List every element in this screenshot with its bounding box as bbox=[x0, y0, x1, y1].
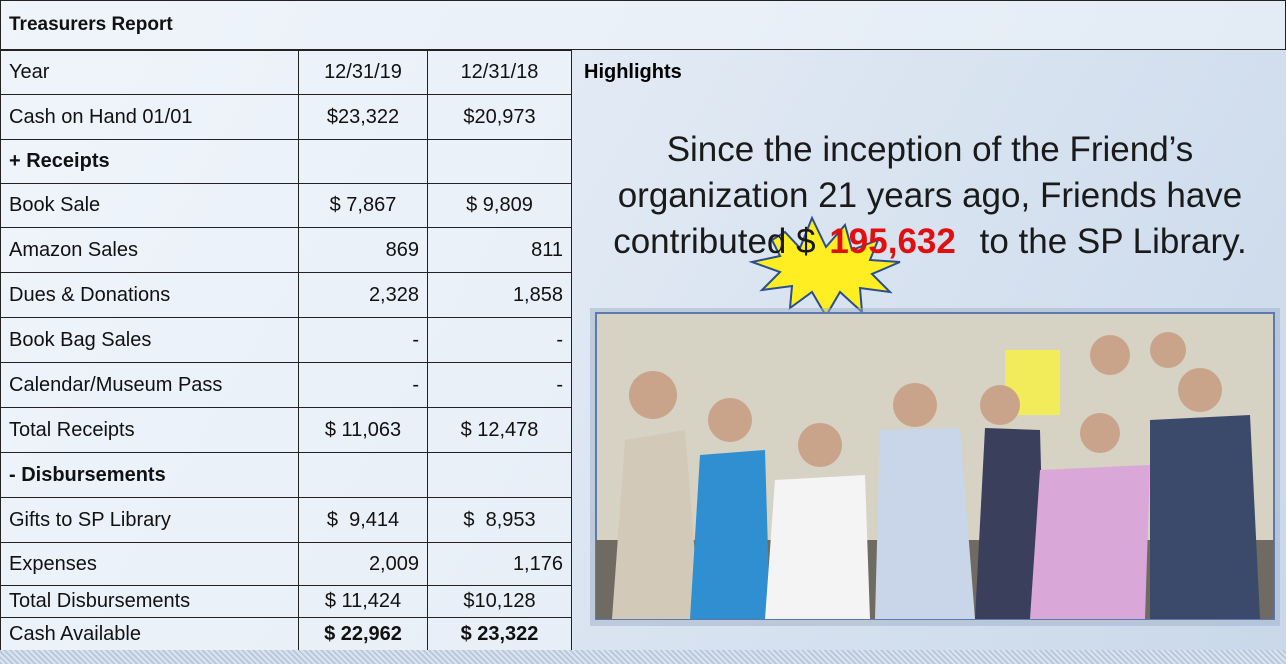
row-label: Book Sale bbox=[0, 183, 299, 228]
row-value: $ 12,478 bbox=[427, 407, 572, 453]
photo bbox=[590, 308, 1280, 626]
row-value: 12/31/19 bbox=[298, 50, 428, 95]
row-value: - bbox=[427, 317, 572, 363]
row-label: Calendar/Museum Pass bbox=[0, 362, 299, 408]
row-value: - bbox=[427, 362, 572, 408]
row-value: 811 bbox=[427, 227, 572, 273]
row-label: Cash Available bbox=[0, 617, 299, 651]
row-value: $ 7,867 bbox=[298, 183, 428, 228]
row-value bbox=[298, 139, 428, 184]
row-value: $20,973 bbox=[427, 94, 572, 140]
row-value: $ 11,063 bbox=[298, 407, 428, 453]
row-label: - Disbursements bbox=[0, 452, 299, 498]
row-label: Amazon Sales bbox=[0, 227, 299, 273]
row-value: 12/31/18 bbox=[427, 50, 572, 95]
row-label: Dues & Donations bbox=[0, 272, 299, 318]
highlight-amount: 195,632 bbox=[829, 222, 956, 261]
row-value: 2,328 bbox=[298, 272, 428, 318]
row-label: Book Bag Sales bbox=[0, 317, 299, 363]
row-label: + Receipts bbox=[0, 139, 299, 184]
row-value: - bbox=[298, 317, 428, 363]
row-value: $ 9,414 bbox=[298, 497, 428, 543]
row-label: Cash on Hand 01/01 bbox=[0, 94, 299, 140]
page: Treasurers Report Highlights Since the i… bbox=[0, 0, 1286, 664]
row-label: Year bbox=[0, 50, 299, 95]
row-label: Total Disbursements bbox=[0, 585, 299, 618]
row-value: 1,858 bbox=[427, 272, 572, 318]
row-value: $ 11,424 bbox=[298, 585, 428, 618]
row-label: Total Receipts bbox=[0, 407, 299, 453]
row-value: $23,322 bbox=[298, 94, 428, 140]
row-value bbox=[427, 139, 572, 184]
row-value: 1,176 bbox=[427, 542, 572, 586]
row-value: 869 bbox=[298, 227, 428, 273]
row-label: Gifts to SP Library bbox=[0, 497, 299, 543]
row-label: Expenses bbox=[0, 542, 299, 586]
bottom-strip bbox=[0, 650, 1286, 664]
row-value: $ 23,322 bbox=[427, 617, 572, 651]
row-value: $10,128 bbox=[427, 585, 572, 618]
highlight-line: contributed $ 195,632 to the SP Library. bbox=[575, 222, 1285, 262]
row-value: - bbox=[298, 362, 428, 408]
row-value: $ 9,809 bbox=[427, 183, 572, 228]
highlight-prefix: contributed $ bbox=[613, 222, 815, 261]
row-value: $ 8,953 bbox=[427, 497, 572, 543]
row-value: $ 22,962 bbox=[298, 617, 428, 651]
row-value bbox=[298, 452, 428, 498]
row-value: 2,009 bbox=[298, 542, 428, 586]
row-value bbox=[427, 452, 572, 498]
highlight-suffix: to the SP Library. bbox=[980, 222, 1247, 261]
